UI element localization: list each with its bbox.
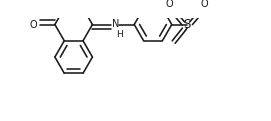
Text: O: O [166, 0, 173, 9]
Text: H: H [116, 30, 123, 39]
Text: O: O [29, 19, 37, 30]
Text: S: S [183, 18, 191, 31]
Text: N: N [112, 19, 120, 29]
Text: O: O [201, 0, 208, 9]
